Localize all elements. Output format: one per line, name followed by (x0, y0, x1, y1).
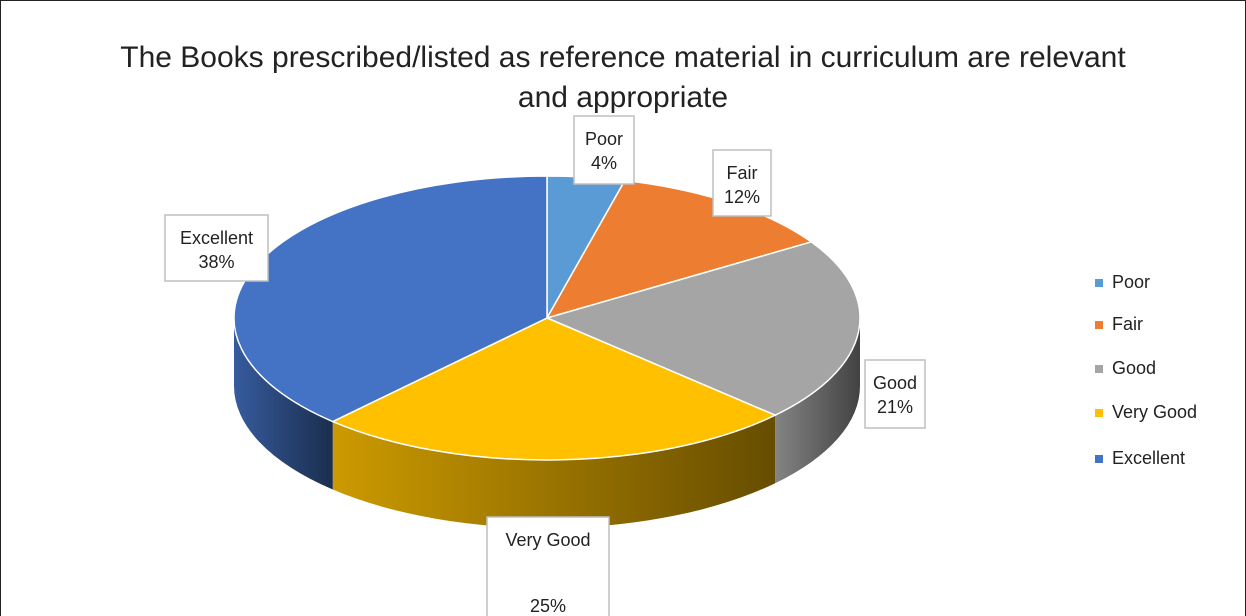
data-label-category: Fair (727, 163, 758, 183)
legend-swatch (1095, 365, 1103, 373)
pie-side (775, 318, 860, 484)
data-label-category: Excellent (180, 228, 253, 248)
legend-label: Fair (1112, 314, 1143, 334)
data-label-value: 4% (591, 153, 617, 173)
legend-swatch (1095, 321, 1103, 329)
pie-side (234, 318, 333, 490)
data-label-category: Good (873, 373, 917, 393)
legend-label: Poor (1112, 272, 1150, 292)
legend-swatch (1095, 279, 1103, 287)
data-label-value: 21% (877, 397, 913, 417)
data-label-value: 25% (530, 596, 566, 616)
data-label-value: 12% (724, 187, 760, 207)
data-label-box (864, 359, 926, 429)
data-label-box (164, 214, 269, 282)
data-label-value: 38% (198, 252, 234, 272)
data-label-box (573, 115, 635, 185)
legend-label: Very Good (1112, 402, 1197, 422)
pie-slice (330, 317, 777, 461)
data-label-category: Poor (585, 129, 623, 149)
legend-label: Excellent (1112, 448, 1185, 468)
pie-side (332, 415, 776, 528)
legend-swatch (1095, 455, 1103, 463)
chart-title: The Books prescribed/listed as reference… (120, 41, 1126, 114)
data-label-box (712, 149, 772, 217)
data-label-box (486, 516, 610, 616)
pie-slice (544, 241, 861, 417)
legend-swatch (1095, 409, 1103, 417)
legend-label: Good (1112, 358, 1156, 378)
data-label-category: Very Good (505, 530, 590, 550)
